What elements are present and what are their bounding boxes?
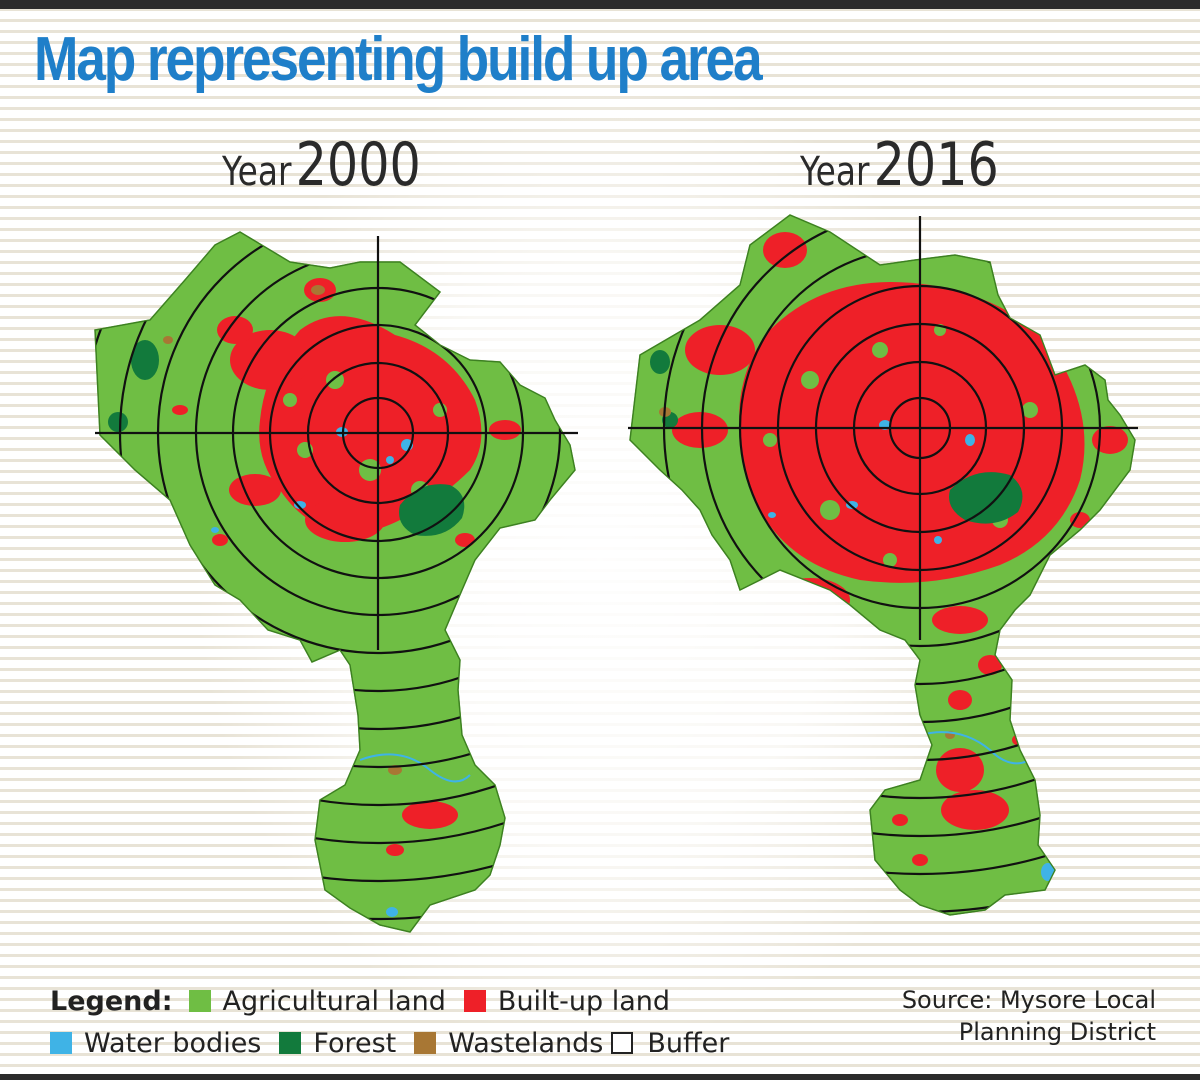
source-line-1: Source: Mysore Local [901,986,1156,1014]
legend-item-buffer: Buffer [611,1028,729,1059]
river [919,731,1031,765]
legend-item-agricultural: Agricultural land [188,985,446,1017]
year-value: 2016 [873,130,999,200]
map-2016-caption: Year 2016 [800,130,999,200]
legend-item-wastelands: Wastelands [414,1028,603,1059]
legend: Legend: Agricultural land Built-up land … [50,980,747,1064]
legend-item-builtup: Built-up land [463,985,671,1017]
legend-row-1: Legend: Agricultural land Built-up land [50,980,747,1022]
top-rule [0,0,1200,9]
map-2000-caption: Year 2000 [222,130,421,200]
legend-item-water: Water bodies [50,1028,261,1059]
page-title: Map representing build up area [34,25,763,94]
map-2000 [94,231,578,933]
bottom-rule [0,1074,1200,1080]
builtup-swatch [463,990,486,1012]
builtup-zones-2000 [172,278,521,856]
legend-label: Legend: [50,985,173,1017]
forest-patches-2016 [650,350,1023,524]
source-credit: Source: Mysore Local Planning District [902,984,1156,1048]
legend-item-text: Buffer [647,1027,730,1059]
river [359,753,471,783]
agricultural-swatch [188,990,211,1012]
buffer-swatch [611,1032,634,1054]
water-swatch [50,1032,72,1054]
year-word: Year [222,149,292,195]
wastelands-swatch [414,1032,437,1054]
legend-item-text: Wastelands [448,1027,604,1059]
forest-patches-2000 [108,340,465,536]
legend-item-text: Built-up land [497,985,671,1017]
source-line-2: Planning District [958,1018,1156,1046]
legend-item-forest: Forest [279,1028,396,1059]
year-word: Year [800,149,870,195]
forest-swatch [279,1032,302,1054]
legend-row-2: Water bodies Forest Wastelands Buffer [50,1022,747,1064]
legend-item-text: Water bodies [84,1027,262,1059]
crosshair-2000 [95,236,578,650]
crosshair-2016 [628,216,1138,640]
legend-item-text: Forest [313,1027,397,1059]
legend-item-text: Agricultural land [222,985,446,1017]
year-value: 2000 [295,130,421,200]
